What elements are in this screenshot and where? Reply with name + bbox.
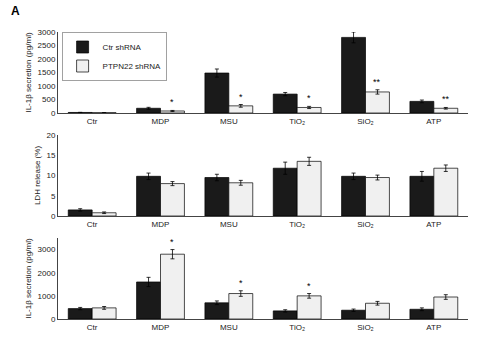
svg-text:*: * — [239, 278, 243, 288]
svg-text:ATP: ATP — [426, 220, 441, 229]
svg-text:PTPN22 shRNA: PTPN22 shRNA — [103, 62, 161, 71]
svg-text:TiO₂: TiO₂ — [289, 220, 305, 229]
svg-text:MDP: MDP — [152, 117, 170, 126]
svg-text:Ctr: Ctr — [87, 117, 98, 126]
svg-text:*: * — [239, 92, 243, 102]
svg-text:1000: 1000 — [38, 292, 56, 301]
svg-text:0: 0 — [51, 109, 56, 118]
svg-text:**: ** — [442, 94, 450, 104]
svg-text:3000: 3000 — [38, 245, 56, 254]
svg-text:0: 0 — [51, 315, 56, 324]
svg-text:Ctr: Ctr — [87, 323, 98, 332]
svg-text:MSU: MSU — [220, 117, 238, 126]
svg-text:MSU: MSU — [220, 323, 238, 332]
svg-text:*: * — [170, 237, 174, 247]
svg-text:ATP: ATP — [426, 323, 441, 332]
svg-text:2000: 2000 — [38, 269, 56, 278]
svg-text:SiO₂: SiO₂ — [357, 220, 373, 229]
svg-text:3000: 3000 — [38, 28, 56, 37]
svg-text:0: 0 — [51, 212, 56, 221]
svg-text:**: ** — [373, 77, 381, 87]
svg-text:MSU: MSU — [220, 220, 238, 229]
svg-text:LDH release (%): LDH release (%) — [33, 146, 42, 205]
svg-text:1500: 1500 — [38, 68, 56, 77]
svg-text:2000: 2000 — [38, 55, 56, 64]
svg-text:Ctr shRNA: Ctr shRNA — [103, 43, 142, 52]
svg-text:2500: 2500 — [38, 41, 56, 50]
svg-text:TiO₂: TiO₂ — [289, 323, 305, 332]
svg-text:1000: 1000 — [38, 82, 56, 91]
svg-text:MDP: MDP — [152, 220, 170, 229]
svg-text:A: A — [11, 4, 20, 18]
svg-text:500: 500 — [42, 95, 56, 104]
svg-text:Ctr: Ctr — [87, 220, 98, 229]
svg-text:TiO₂: TiO₂ — [289, 117, 305, 126]
svg-text:SiO₂: SiO₂ — [357, 117, 373, 126]
svg-text:20: 20 — [46, 131, 55, 140]
svg-text:MDP: MDP — [152, 323, 170, 332]
svg-text:IL-1β secretion (pg/ml): IL-1β secretion (pg/ml) — [24, 32, 33, 113]
svg-text:15: 15 — [46, 151, 55, 160]
svg-text:SiO₂: SiO₂ — [357, 323, 373, 332]
svg-text:IL-1β secretion (pg/ml): IL-1β secretion (pg/ml) — [24, 238, 33, 319]
svg-text:5: 5 — [51, 192, 56, 201]
svg-text:10: 10 — [46, 171, 55, 180]
svg-text:ATP: ATP — [426, 117, 441, 126]
svg-text:*: * — [307, 93, 311, 103]
svg-text:*: * — [307, 281, 311, 291]
svg-text:*: * — [170, 97, 174, 107]
